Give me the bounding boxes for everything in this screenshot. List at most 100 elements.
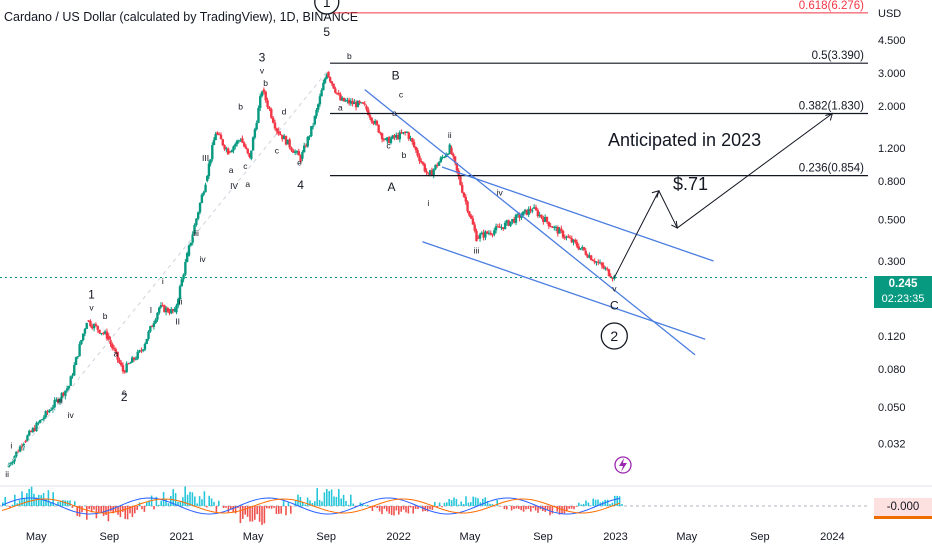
wave-label-small: IV <box>230 181 238 191</box>
candle <box>511 219 514 222</box>
candle <box>20 446 24 448</box>
oscillator-bar <box>575 506 578 507</box>
candle <box>547 221 551 227</box>
candle <box>425 171 428 173</box>
oscillator-bar <box>594 499 597 506</box>
candle <box>69 376 72 386</box>
wave-label-small: v <box>89 302 94 312</box>
wave-label-small: a <box>245 179 250 189</box>
candle <box>85 323 88 329</box>
wave-label-small: iv <box>497 188 504 198</box>
y-tick-label: 1.200 <box>878 143 906 155</box>
candle <box>403 132 407 134</box>
candle <box>65 388 69 391</box>
oscillator-bar <box>45 499 47 506</box>
projection-path <box>658 190 678 229</box>
candle <box>318 96 322 105</box>
oscillator-bar <box>261 506 263 525</box>
candle <box>496 226 500 228</box>
candle <box>246 148 249 154</box>
candle <box>373 120 377 124</box>
candle <box>598 262 602 264</box>
candle <box>313 115 317 125</box>
candle <box>379 132 382 134</box>
candle <box>375 120 379 125</box>
candle <box>328 77 332 82</box>
candle <box>347 99 351 104</box>
oscillator-bar <box>189 491 191 506</box>
candle <box>100 333 103 335</box>
candle <box>450 147 453 155</box>
oscillator-bar <box>378 506 381 512</box>
oscillator-bar <box>297 494 299 506</box>
candle <box>461 184 464 193</box>
wave-label-5: 5 <box>323 25 330 39</box>
candle <box>534 207 538 211</box>
oscillator-bar <box>455 499 458 506</box>
candle <box>430 170 434 175</box>
oscillator-bar <box>194 496 196 506</box>
oscillator-bar <box>35 497 38 506</box>
candle <box>351 101 354 105</box>
candle <box>161 305 164 307</box>
candle <box>74 357 78 366</box>
candle <box>288 139 291 148</box>
candle <box>538 214 541 217</box>
oscillator-bar <box>203 491 206 506</box>
candle <box>223 145 226 150</box>
candle <box>561 230 565 238</box>
candle <box>356 101 360 108</box>
oscillator-bar <box>556 506 558 512</box>
oscillator-bar <box>491 504 494 506</box>
wave-label-small: iii <box>193 228 199 238</box>
candle <box>428 170 432 177</box>
oscillator-bar <box>513 506 515 510</box>
oscillator-bar <box>117 506 119 515</box>
candle <box>466 201 469 212</box>
oscillator-bar <box>26 493 28 506</box>
candle <box>605 268 609 270</box>
oscillator-bar <box>273 506 275 508</box>
candle <box>136 351 139 359</box>
candle <box>127 363 130 365</box>
oscillator-bar <box>110 506 112 512</box>
candle <box>482 232 485 238</box>
candle <box>611 277 614 279</box>
candle <box>363 103 366 105</box>
oscillator-line-slow <box>1 498 621 514</box>
wave-label-small: iii <box>57 395 63 405</box>
candle <box>29 430 33 432</box>
candle <box>485 231 489 234</box>
wave-label-C: C <box>610 299 619 313</box>
candle <box>218 134 221 136</box>
candle <box>480 232 484 235</box>
candle <box>26 435 29 442</box>
candle <box>271 117 275 123</box>
oscillator-bar <box>119 506 122 518</box>
oscillator-bar <box>208 495 210 506</box>
candle <box>31 428 35 432</box>
candle <box>105 331 109 339</box>
candle <box>437 162 441 166</box>
candle <box>471 218 475 225</box>
circled-wave-1 <box>314 0 340 15</box>
candle <box>560 228 563 231</box>
candle <box>46 411 49 413</box>
candle <box>107 335 110 340</box>
currency-label: USD <box>878 8 902 20</box>
candle <box>290 147 293 151</box>
oscillator-bar <box>285 506 287 516</box>
oscillator-bar <box>74 501 76 506</box>
candle <box>393 135 396 138</box>
candle <box>400 132 403 134</box>
candle <box>83 328 87 334</box>
candle <box>574 239 577 243</box>
candle <box>209 159 212 164</box>
candle <box>225 148 228 150</box>
candle <box>184 261 187 275</box>
oscillator-bar <box>304 504 306 506</box>
candle <box>489 232 492 235</box>
candle <box>62 392 65 397</box>
oscillator-bar <box>122 506 124 512</box>
